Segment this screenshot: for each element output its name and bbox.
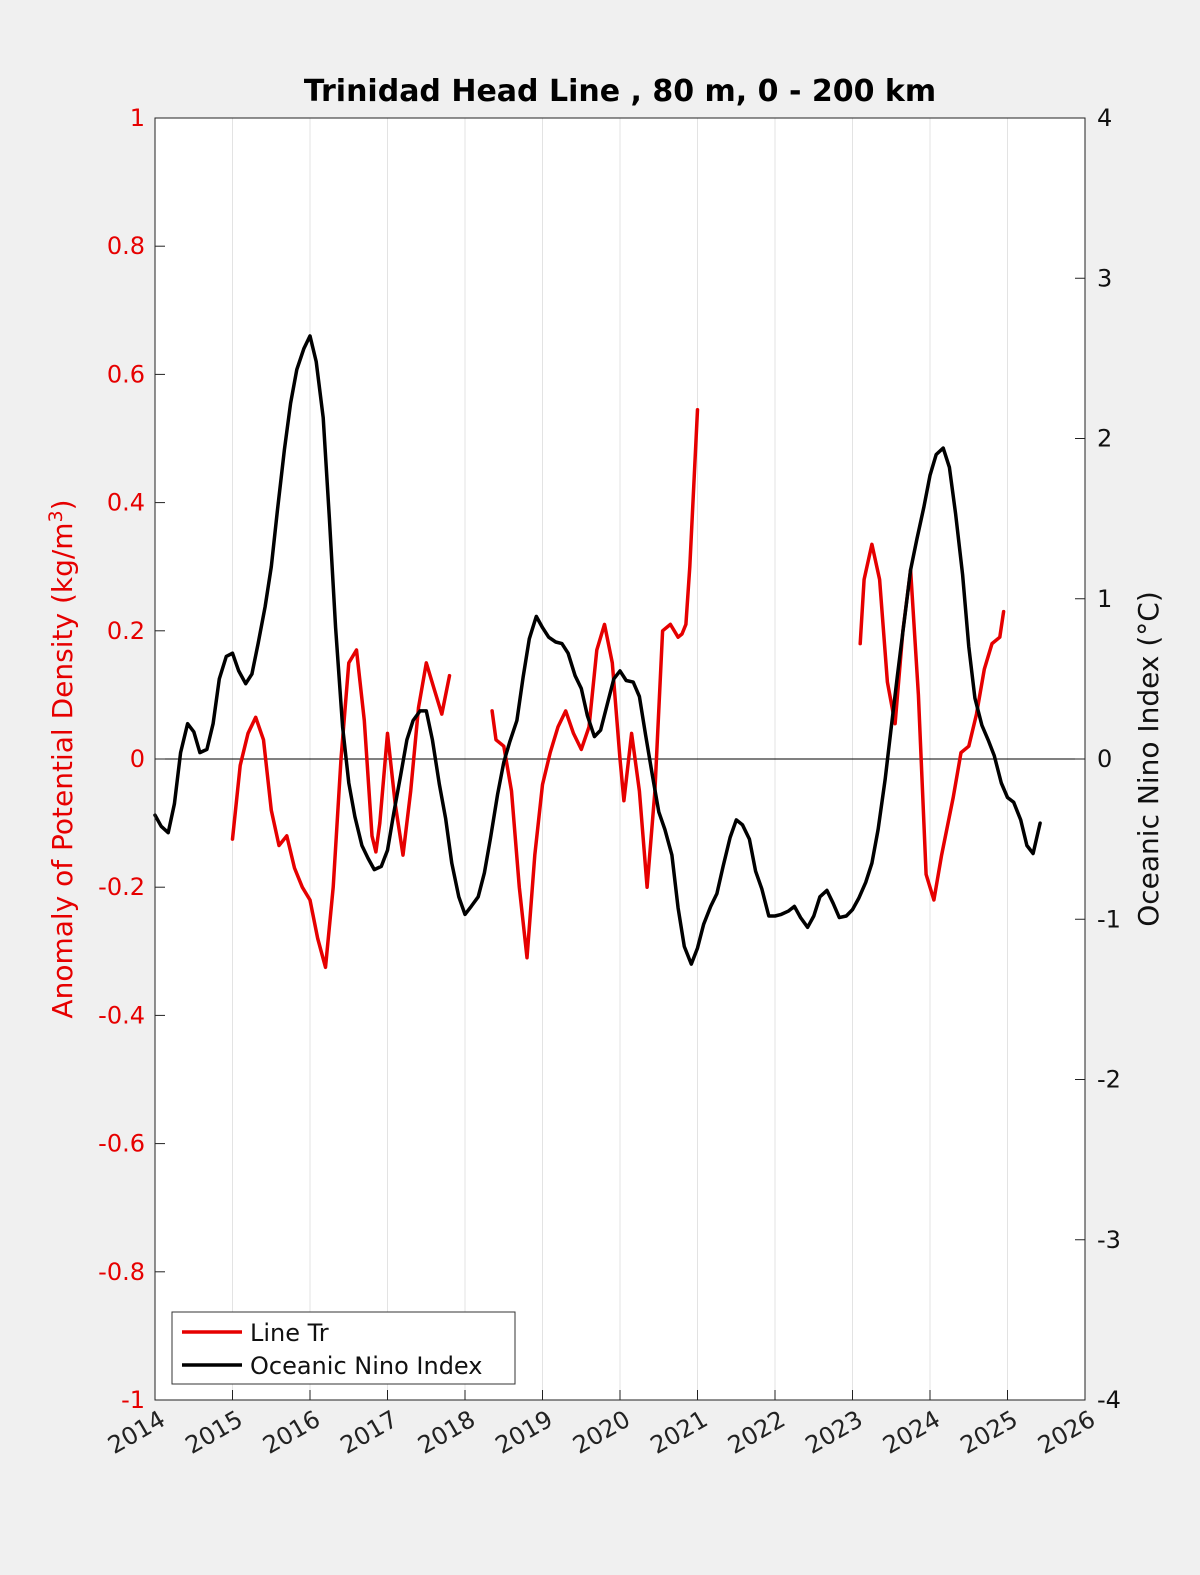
legend-label-oceanic-nino-index: Oceanic Nino Index [250,1352,482,1380]
series-line-tr-segment-0 [230,648,452,970]
series-line-tr-segment-2 [858,542,1006,902]
y-left-tick-label-0.4: 0.4 [107,489,145,517]
legend: Line Tr Oceanic Nino Index [171,1311,516,1385]
y-left-tick-label--0.8: -0.8 [98,1258,145,1286]
right-axis: 4 3 2 1 0 -1 -2 -3 -4 [1075,104,1121,1414]
y-right-tick-label--1: -1 [1097,905,1121,933]
legend-box [171,1311,516,1385]
y-right-tick-label-1: 1 [1097,585,1112,613]
y-axis-left-label-close: ) [46,499,79,510]
chart-title: Trinidad Head Line , 80 m, 0 - 200 km [304,74,936,109]
y-left-tick-label--0.2: -0.2 [98,873,145,901]
y-left-tick-label-0: 0 [130,745,145,773]
y-axis-right-label: Oceanic Nino Index (°C) [1132,591,1165,927]
series-line-tr-segment-1 [490,407,700,960]
y-left-tick-label--1: -1 [121,1386,145,1414]
y-right-tick-label-0: 0 [1097,745,1112,773]
y-right-tick-label-3: 3 [1097,264,1112,292]
y-right-tick-label--4: -4 [1097,1386,1121,1414]
y-axis-left-label-superscript: 3 [45,510,67,522]
legend-label-line-tr: Line Tr [250,1319,329,1347]
y-left-tick-label-0.6: 0.6 [107,360,145,388]
y-right-tick-label-4: 4 [1097,104,1112,132]
y-left-tick-label-1: 1 [130,104,145,132]
y-axis-left-label-main: Anomaly of Potential Density (kg/m [46,522,79,1018]
y-right-tick-label--3: -3 [1097,1226,1121,1254]
y-left-tick-label-0.2: 0.2 [107,617,145,645]
series-layer [153,334,1042,970]
y-right-tick-label-2: 2 [1097,425,1112,453]
y-left-tick-label--0.6: -0.6 [98,1130,145,1158]
y-axis-left-label: Anomaly of Potential Density (kg/m3) [45,499,79,1018]
y-left-tick-label-0.8: 0.8 [107,232,145,260]
series-oceanic-nino-index-segment-0 [153,334,1042,966]
y-right-tick-label--2: -2 [1097,1066,1121,1094]
left-axis: 1 0.8 0.6 0.4 0.2 0 -0.2 -0.4 -0.6 -0.8 -1 [98,104,165,1414]
y-left-tick-label--0.4: -0.4 [98,1001,145,1029]
